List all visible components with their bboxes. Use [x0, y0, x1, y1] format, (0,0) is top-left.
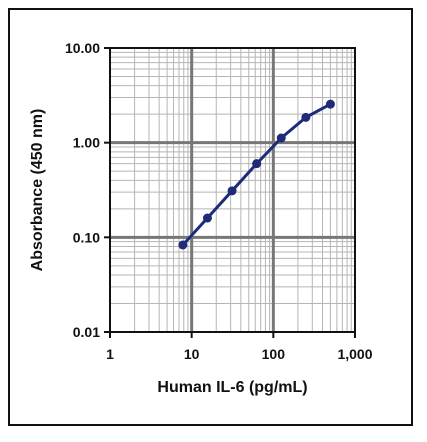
series-line [181, 102, 332, 247]
axis-ticks: 1 10 100 1,000 10.00 1.00 0.10 0.01 [65, 40, 373, 362]
data-point [301, 112, 311, 122]
y-tick-label: 1.00 [73, 135, 100, 151]
y-tick-label: 0.01 [73, 324, 100, 340]
x-tick-label: 1,000 [337, 346, 372, 362]
y-tick-label: 0.10 [73, 229, 100, 245]
x-tick-label: 1 [106, 346, 114, 362]
x-tick-label: 10 [184, 346, 200, 362]
data-point [178, 240, 188, 250]
data-point [227, 186, 237, 196]
y-axis-label: Absorbance (450 nm) [29, 109, 46, 272]
plot-border [109, 47, 356, 333]
data-point [252, 159, 262, 169]
x-axis-label: Human IL-6 (pg/mL) [157, 379, 307, 396]
y-tick-label: 10.00 [65, 40, 100, 56]
data-point [325, 99, 335, 109]
data-point [202, 213, 212, 223]
x-tick-label: 100 [262, 346, 286, 362]
data-point [276, 133, 286, 143]
data-series [178, 99, 335, 250]
